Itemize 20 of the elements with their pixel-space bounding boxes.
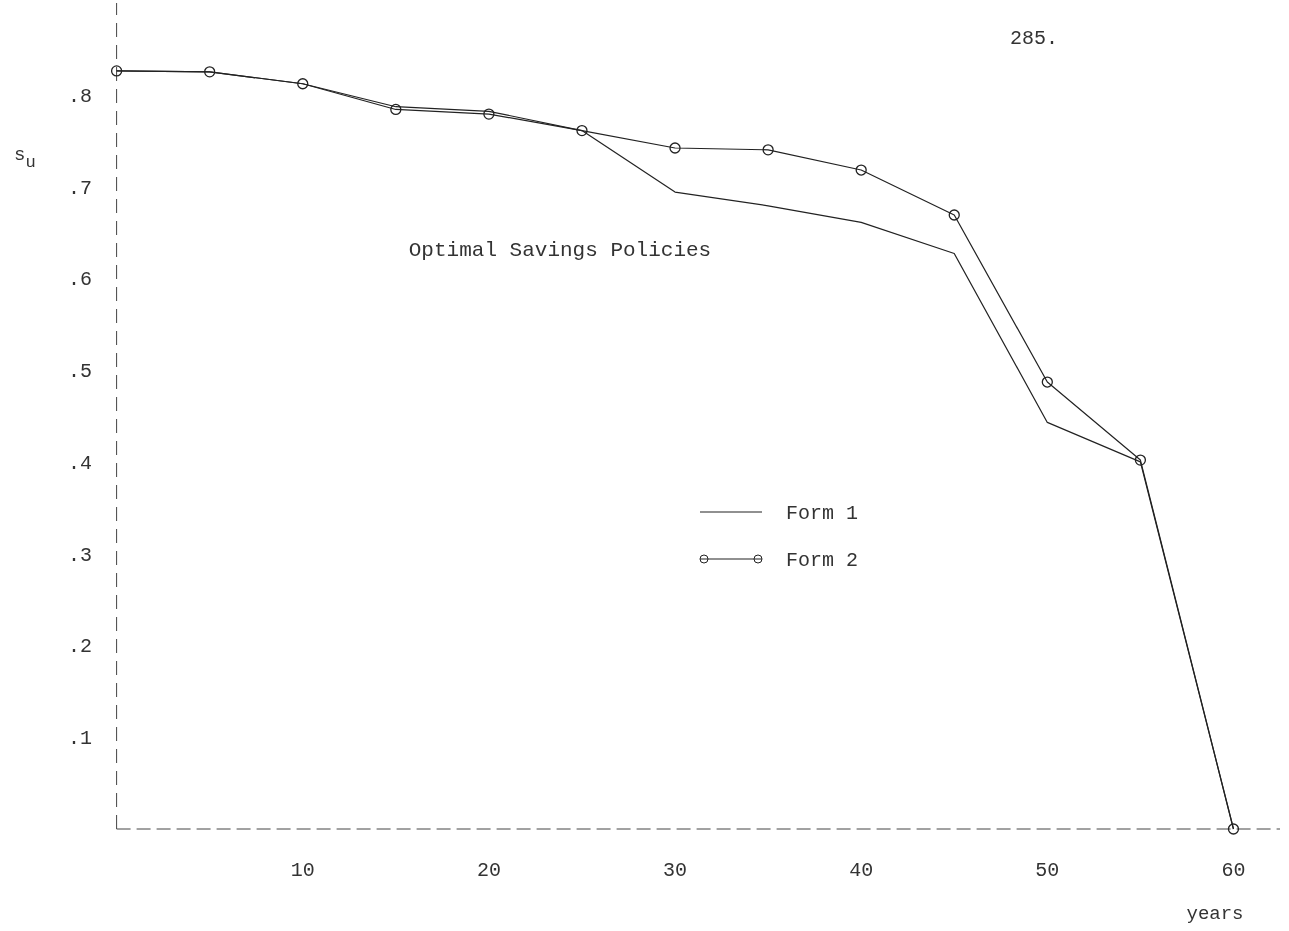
x-axis-title: years <box>1186 903 1244 925</box>
x-tick-label: 10 <box>290 859 315 882</box>
x-tick-label: 20 <box>476 859 501 882</box>
y-tick-label: .4 <box>67 451 93 475</box>
text: Optimal Savings Policies <box>408 239 712 262</box>
x-tick-label: 40 <box>849 859 874 882</box>
y-axis-title: s$_{u}$ <box>14 144 36 172</box>
x-tick-label: 30 <box>663 859 688 882</box>
y-tick-label: .8 <box>67 84 93 108</box>
y-tick-label: .5 <box>67 360 93 384</box>
y-tick-label: .7 <box>67 176 93 200</box>
annotation: 285. <box>1010 27 1059 50</box>
legend-label: Form 2 <box>786 549 859 572</box>
y-tick-label: .2 <box>67 635 93 659</box>
legend-label: Form 1 <box>786 502 859 525</box>
y-tick-label: .1 <box>67 727 93 751</box>
y-tick-label: .6 <box>67 268 93 292</box>
x-tick-label: 50 <box>1035 859 1060 882</box>
y-tick-label: .3 <box>67 543 93 567</box>
x-tick-label: 60 <box>1221 859 1246 882</box>
